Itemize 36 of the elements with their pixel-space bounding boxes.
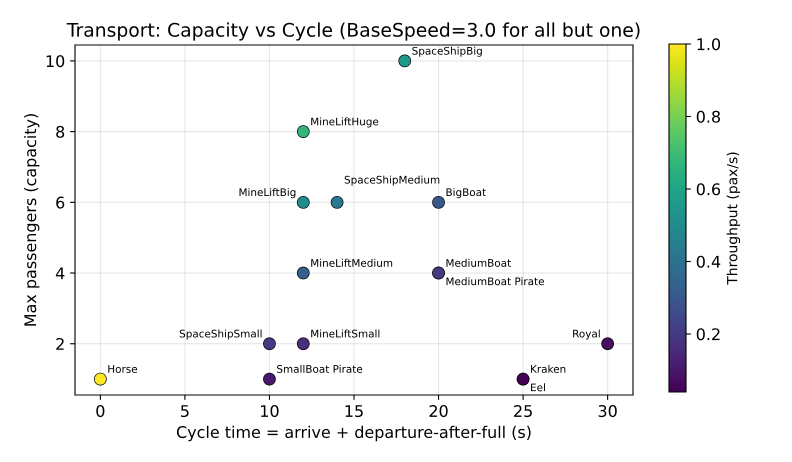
x-axis-title: Cycle time = arrive + departure-after-full (s) — [176, 426, 531, 442]
annotation: MineLiftSmall — [311, 329, 380, 338]
x-tick-label: 30 — [598, 405, 617, 418]
y-tick-label: 8 — [56, 126, 64, 138]
x-tick-label: 25 — [514, 405, 532, 418]
y-tick-label: 6 — [56, 196, 64, 209]
annotation: SpaceShipSmall — [180, 329, 262, 340]
x-tick-label: 15 — [346, 405, 363, 418]
annotation: MediumBoat Pirate — [446, 277, 544, 286]
color-bar-label: 0.2 — [696, 328, 720, 340]
color-bar-label: 1.0 — [697, 38, 720, 50]
color-bar-title: Throughput (pax/s) — [726, 152, 740, 285]
color-bar-label: 0.4 — [696, 256, 720, 268]
color-bar-label: 0.6 — [696, 183, 720, 196]
annotation: BigBoat — [446, 188, 486, 198]
y-tick-label: 2 — [56, 338, 64, 350]
annotation: MineLiftHuge — [311, 117, 378, 128]
x-tick-label: 0 — [96, 405, 104, 418]
annotation: Royal — [573, 329, 600, 340]
x-tick-label: 10 — [261, 405, 279, 418]
annotation: SmallBoat Pirate — [277, 364, 362, 373]
color-bar-label: 0.8 — [696, 110, 720, 123]
annotation: MediumBoat — [446, 258, 511, 267]
y-tick-label: 4 — [56, 267, 64, 280]
y-tick-label: 10 — [46, 55, 64, 68]
annotation: Horse — [108, 365, 138, 373]
annotation: SpaceShipBig — [412, 46, 482, 57]
annotation: MineLiftMedium — [311, 258, 392, 267]
annotation: MineLiftBig — [240, 188, 296, 198]
x-tick-label: 5 — [181, 405, 189, 418]
chart-title: Transport: Capacity vs Cycle (BaseSpeed=3.0 for all but one) — [66, 22, 640, 41]
x-tick-label: 20 — [430, 405, 448, 418]
y-axis-title: Max passengers (capacity) — [24, 114, 40, 326]
annotation: SpaceShipMedium — [344, 176, 440, 186]
annotation: Kraken — [531, 364, 566, 373]
annotation: Eel — [531, 383, 545, 392]
